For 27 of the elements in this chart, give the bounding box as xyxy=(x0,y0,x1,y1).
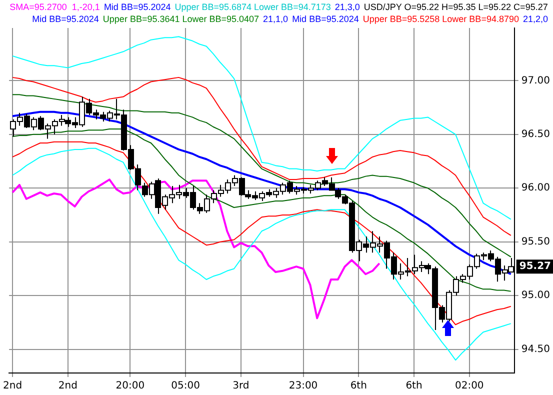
y-tick-label: 96.00 xyxy=(521,182,550,194)
text: Upper BB=95.5258 Lower BB=94.8790 xyxy=(362,14,519,24)
x-tick-label: 2nd xyxy=(58,380,78,392)
y-tick-label: 94.50 xyxy=(521,344,550,355)
text: SMA=95.2700 1,-20,1 xyxy=(10,2,100,12)
text: 21,1,0 xyxy=(263,14,288,24)
text: 21,2,0 xyxy=(522,14,548,24)
x-tick-label: 6th xyxy=(406,380,422,392)
y-tick-label: 95.00 xyxy=(521,290,550,302)
x-tick-label: 05:00 xyxy=(171,380,200,392)
x-tick-label: 3rd xyxy=(232,380,250,392)
text: Upper BB=95.6874 Lower BB=94.7173 xyxy=(174,2,331,12)
y-tick-label: 96.50 xyxy=(521,128,550,140)
text: USD/JPY O=95.22 H=95.35 L=95.22 C=95.27 xyxy=(364,2,548,12)
text: Mid BB=95.2024 xyxy=(32,14,99,24)
annotation: 95.27 xyxy=(519,261,552,272)
x-tick-label: 23:00 xyxy=(288,380,318,392)
text: Mid BB=95.2024 xyxy=(104,2,171,12)
x-tick-label: 6th xyxy=(350,380,367,392)
x-tick-label: 02:00 xyxy=(454,380,484,392)
text: Mid BB=95.2024 xyxy=(292,14,359,24)
x-tick-label: 20:00 xyxy=(116,380,145,392)
x-tick-label: 2nd xyxy=(3,380,22,392)
text: Upper BB=95.3641 Lower BB=95.0407 xyxy=(102,14,260,24)
y-tick-label: 97.00 xyxy=(521,75,550,86)
y-tick-label: 95.50 xyxy=(521,236,550,248)
text: 21,3,0 xyxy=(334,2,360,12)
